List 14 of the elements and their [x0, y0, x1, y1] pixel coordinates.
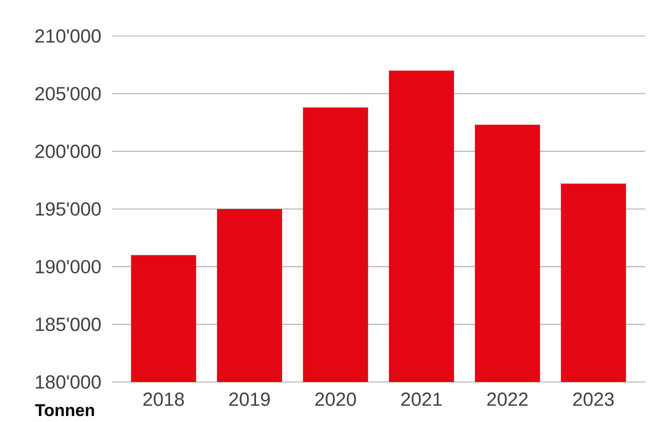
- y-tick-label: 210'000: [35, 29, 101, 42]
- x-tick-label: 2022: [487, 392, 528, 406]
- y-tick-label: 195'000: [36, 202, 101, 216]
- x-tick-label: 2018: [143, 392, 184, 406]
- x-tick-label: 2020: [315, 392, 356, 406]
- y-tick-label: 185'000: [36, 317, 101, 331]
- x-tick-label: 2023: [573, 392, 614, 406]
- y-tick-label: 180'000: [36, 375, 101, 388]
- x-tick-label: 2019: [229, 392, 270, 406]
- y-tick-label: 205'000: [35, 86, 101, 100]
- y-axis-title: Tonnen: [35, 404, 94, 416]
- y-tick-label: 200'000: [35, 144, 101, 158]
- x-tick-label: 2021: [401, 392, 442, 406]
- y-tick-label: 190'000: [36, 260, 101, 274]
